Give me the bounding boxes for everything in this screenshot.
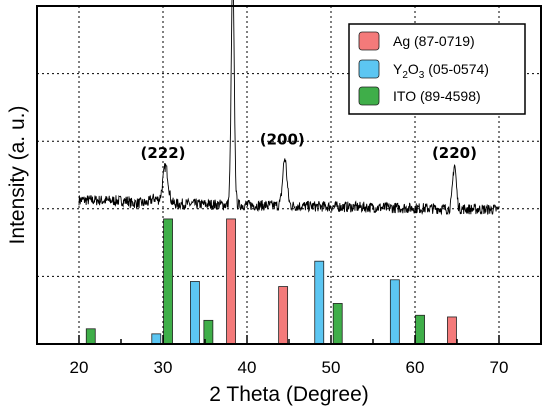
x-tick-label: 40 bbox=[238, 358, 257, 377]
axis-ticks: 20 30 40 50 60 70 bbox=[36, 335, 542, 377]
ref-bar-y2o3 bbox=[190, 281, 200, 345]
reference-peaks bbox=[85, 218, 457, 345]
legend-swatch-ito bbox=[358, 86, 380, 106]
peak-labels: (222)(111)(200)(220) bbox=[140, 131, 477, 163]
x-tick-label: 20 bbox=[70, 358, 89, 377]
legend-label-ag: Ag (87-0719) bbox=[393, 33, 475, 49]
legend: Ag (87-0719) Y2O3 (05-0574) ITO (89-4598… bbox=[348, 23, 526, 115]
ref-bar-ito bbox=[163, 218, 173, 345]
ref-bar-ag bbox=[447, 316, 457, 345]
x-axis-label: 2 Theta (Degree) bbox=[209, 383, 369, 406]
legend-label-y2o3: Y2O3 (05-0574) bbox=[393, 61, 489, 81]
ref-bar-ag bbox=[226, 218, 236, 345]
ref-bar-ito bbox=[415, 314, 425, 345]
legend-swatch-ag bbox=[358, 31, 380, 51]
x-tick-label: 50 bbox=[322, 358, 341, 377]
ref-bar-ag bbox=[278, 286, 289, 345]
y-axis-label: Intensity (a. u.) bbox=[6, 106, 29, 245]
x-tick-label: 30 bbox=[154, 358, 173, 377]
xrd-pattern bbox=[78, 0, 500, 216]
x-tick-label: 70 bbox=[490, 358, 509, 377]
ref-bar-ito bbox=[332, 303, 343, 345]
peak-label: (200) bbox=[260, 131, 305, 149]
peak-label: (220) bbox=[432, 144, 477, 162]
peak-label: (222) bbox=[140, 144, 185, 162]
ref-bar-y2o3 bbox=[151, 333, 162, 345]
ref-bar-y2o3 bbox=[389, 279, 400, 345]
legend-swatch-y2o3 bbox=[358, 59, 380, 79]
legend-label-ito: ITO (89-4598) bbox=[393, 88, 481, 104]
ref-bar-ito bbox=[85, 328, 96, 345]
ref-bar-y2o3 bbox=[314, 260, 325, 345]
x-tick-label: 60 bbox=[406, 358, 425, 377]
pattern-line bbox=[78, 0, 500, 216]
